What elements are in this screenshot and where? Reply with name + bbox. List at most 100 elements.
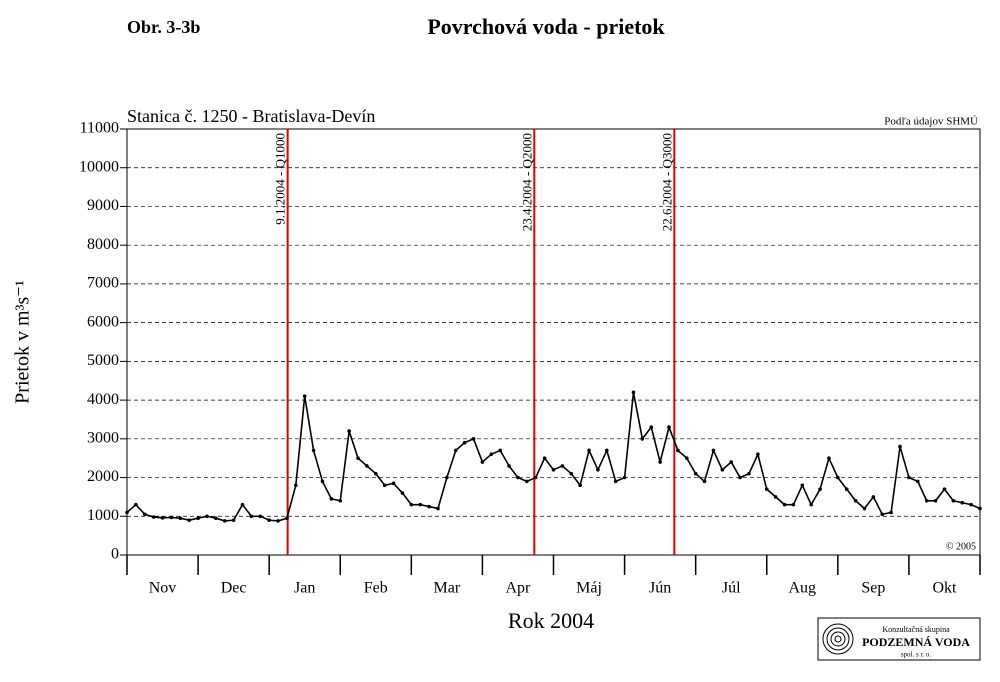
copyright: © 2005 <box>946 541 976 552</box>
data-point <box>285 516 289 521</box>
data-point <box>320 479 325 484</box>
data-point <box>169 515 174 520</box>
data-point <box>151 515 156 519</box>
data-point <box>365 464 369 468</box>
chart-subtitle: Stanica č. 1250 - Bratislava-Devín <box>127 106 375 126</box>
x-tick-label: Apr <box>506 580 532 597</box>
logo: Konzultačná skupina PODZEMNÁ VODA spol. … <box>817 617 981 661</box>
data-point <box>178 516 183 521</box>
y-tick-label: 9000 <box>87 197 119 214</box>
data-point <box>222 519 227 523</box>
data-point <box>916 479 920 484</box>
data-point <box>800 483 805 488</box>
y-tick-label: 1000 <box>87 507 119 524</box>
data-point <box>489 452 494 457</box>
data-point <box>214 516 218 521</box>
x-tick-label: Júl <box>722 580 741 597</box>
x-tick-label: Sep <box>861 580 885 597</box>
data-point <box>249 514 254 519</box>
data-point <box>818 487 822 491</box>
x-tick-label: Jan <box>294 580 315 597</box>
data-point <box>569 471 574 476</box>
data-point <box>711 448 716 453</box>
x-tick-label: Feb <box>364 580 388 597</box>
data-point <box>596 468 600 472</box>
source-note: Podľa údajov SHMÚ <box>884 116 978 128</box>
event-label: 9.1.2004 - Q1000 <box>273 133 288 225</box>
data-point <box>827 456 831 460</box>
y-tick-label: 10000 <box>79 158 119 175</box>
data-point <box>924 498 929 503</box>
data-point <box>525 479 529 484</box>
data-point <box>933 498 938 503</box>
data-point <box>276 519 280 523</box>
data-point <box>782 502 787 507</box>
y-tick-label: 6000 <box>87 313 119 330</box>
data-point <box>445 475 449 480</box>
data-point <box>862 506 867 511</box>
data-point <box>427 504 431 509</box>
data-point <box>951 498 956 503</box>
data-point <box>231 518 236 522</box>
y-tick-label: 2000 <box>87 468 119 485</box>
data-point <box>302 394 307 399</box>
data-point <box>196 516 200 521</box>
data-point <box>676 448 680 453</box>
data-point <box>738 475 742 480</box>
data-point <box>942 487 947 491</box>
data-point <box>453 448 458 453</box>
data-line <box>126 392 981 522</box>
data-point <box>631 390 636 395</box>
data-point <box>791 502 796 507</box>
y-tick-label: 11000 <box>80 120 119 137</box>
data-point <box>684 456 689 460</box>
data-point <box>773 495 778 499</box>
data-point <box>125 510 129 515</box>
data-point <box>729 460 734 464</box>
x-tick-label: Jún <box>649 580 671 597</box>
y-tick-label: 5000 <box>87 352 119 369</box>
x-tick-label: Nov <box>149 580 177 597</box>
data-point <box>853 498 858 503</box>
data-point <box>240 502 245 507</box>
data-point <box>889 510 893 515</box>
event-label: 23.4.2004 - Q2000 <box>519 133 534 231</box>
data-point <box>311 448 316 453</box>
data-point <box>764 487 769 491</box>
data-point <box>702 479 707 484</box>
data-point <box>142 512 147 517</box>
logo-icon <box>822 623 854 655</box>
data-point <box>356 456 360 460</box>
data-point <box>409 502 414 507</box>
y-tick-label: 4000 <box>87 391 119 408</box>
y-tick-label: 8000 <box>87 236 119 253</box>
logo-name: PODZEMNÁ VODA <box>862 635 970 649</box>
data-point <box>160 516 165 520</box>
x-tick-label: Dec <box>221 580 247 597</box>
data-point <box>267 518 271 522</box>
y-tick-label: 0 <box>111 546 119 563</box>
data-point <box>187 518 191 522</box>
data-point <box>516 475 520 480</box>
data-point <box>720 468 725 472</box>
data-point <box>640 437 645 441</box>
data-point <box>747 471 751 476</box>
data-point <box>134 502 138 507</box>
chart-title: Povrchová voda - prietok <box>427 14 665 39</box>
data-point <box>960 500 965 505</box>
data-point <box>258 514 263 519</box>
data-point <box>373 471 378 476</box>
data-point <box>605 448 609 453</box>
x-axis-label: Rok 2004 <box>508 608 594 633</box>
data-point <box>756 452 760 457</box>
data-point <box>978 506 982 511</box>
data-point <box>533 475 538 480</box>
data-point <box>391 481 396 486</box>
data-point <box>969 502 973 507</box>
data-point <box>587 448 591 453</box>
data-point <box>613 479 618 484</box>
data-point <box>338 498 343 503</box>
data-point <box>667 425 671 430</box>
data-point <box>551 468 556 472</box>
data-point <box>542 456 547 460</box>
